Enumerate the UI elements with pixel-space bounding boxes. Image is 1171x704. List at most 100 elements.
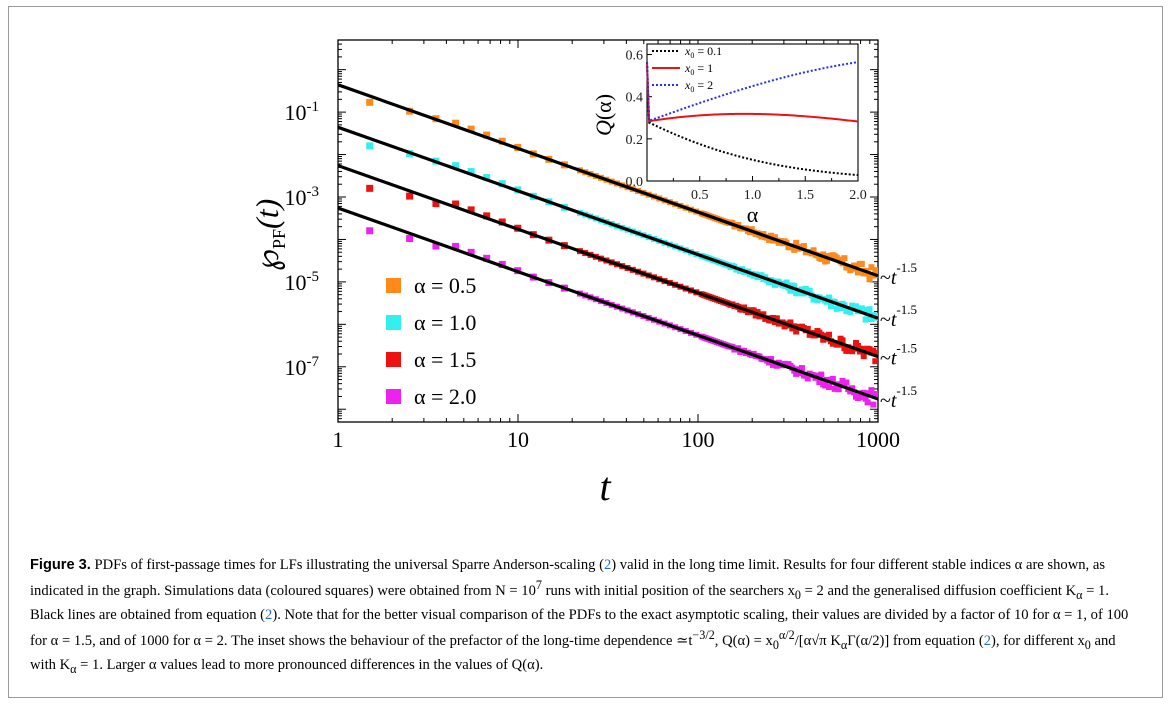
data-point <box>872 267 878 274</box>
data-point <box>452 242 460 250</box>
figure-caption: Figure 3. PDFs of first-passage times fo… <box>30 555 1130 678</box>
data-point <box>862 316 869 323</box>
caption-text: runs with initial position of the search… <box>541 582 795 599</box>
data-point <box>366 184 374 192</box>
caption-text: α <box>840 637 848 652</box>
data-point <box>868 387 875 394</box>
data-point <box>800 243 807 250</box>
data-point <box>820 336 827 343</box>
data-point <box>874 391 878 398</box>
data-point <box>806 287 813 294</box>
data-point <box>854 269 861 276</box>
data-point <box>802 285 809 292</box>
inset-y-axis-label: Q(α) <box>591 94 616 136</box>
x-tick-label: 100 <box>682 427 715 452</box>
data-point <box>868 264 875 271</box>
data-point <box>783 279 790 286</box>
data-point <box>825 383 832 390</box>
data-point <box>791 283 798 290</box>
data-point <box>866 346 873 353</box>
data-point <box>483 254 491 262</box>
data-point <box>804 325 811 332</box>
legend-marker <box>386 389 401 404</box>
x-tick-label: 1 <box>333 427 344 452</box>
series-3 <box>338 164 878 365</box>
data-point <box>798 286 805 293</box>
data-point <box>853 262 860 269</box>
legend-marker <box>386 315 401 330</box>
equation-link[interactable]: 2 <box>983 632 991 649</box>
series-4 <box>338 206 878 408</box>
figure-label: Figure 3. <box>30 557 91 573</box>
main-plot-frame <box>337 39 879 423</box>
legend-label: α = 1.5 <box>414 347 476 372</box>
data-point <box>804 375 811 382</box>
caption-text: = 1. Black lines are obtained from equat… <box>30 582 1110 623</box>
data-point <box>483 174 491 182</box>
caption-text: Γ(α/2)] from equation ( <box>847 632 984 649</box>
fit-line <box>338 164 878 359</box>
inset-x-tick-label: 1.0 <box>744 188 762 203</box>
data-point <box>366 98 374 106</box>
data-point <box>818 331 825 338</box>
data-point <box>771 319 778 326</box>
data-point <box>872 358 878 365</box>
equation-link[interactable]: 2 <box>603 557 612 573</box>
equation-link[interactable]: 2 <box>265 606 273 623</box>
y-tick-label: 10-7 <box>285 354 320 380</box>
inset-x-axis-label: α <box>747 202 759 227</box>
data-point <box>771 234 778 241</box>
data-point <box>860 353 867 360</box>
inset-curve-2 <box>646 62 859 123</box>
inset-legend-label: x0 = 2 <box>684 78 713 94</box>
series-1 <box>338 83 878 283</box>
data-point <box>825 331 832 338</box>
data-point <box>467 168 475 176</box>
data-point <box>860 306 867 313</box>
x-tick-label: 1000 <box>856 427 900 452</box>
data-point <box>870 347 877 354</box>
inset-y-tick-label: 0.2 <box>626 133 644 148</box>
y-axis-label: ℘PF(t) <box>249 199 289 272</box>
x-tick-label: 10 <box>507 427 529 452</box>
figure-frame <box>8 6 1163 698</box>
data-point <box>793 290 800 297</box>
data-point <box>773 362 780 369</box>
data-point <box>793 239 800 246</box>
caption-text: = 1. Larger α values lead to more pronou… <box>76 656 544 673</box>
caption-text: ) valid in the long time limit. Results … <box>30 557 1105 599</box>
data-point <box>771 281 778 288</box>
data-point <box>831 385 838 392</box>
data-point <box>866 276 873 283</box>
data-point <box>432 200 440 208</box>
data-point <box>797 290 804 297</box>
data-point <box>768 356 775 363</box>
data-point <box>822 382 829 389</box>
inset-x-tick-label: 0.5 <box>691 188 709 203</box>
legend-marker <box>386 352 401 367</box>
inset-curve-3 <box>646 61 859 123</box>
inset-plot: 0.5 1.0 1.5 2.00.00.20.40.6αQ(α)x0 = 0.1x0 … <box>591 43 867 227</box>
data-point <box>827 303 834 310</box>
data-point <box>452 162 460 170</box>
data-point <box>853 303 860 310</box>
data-point <box>853 339 860 346</box>
data-point <box>835 386 842 393</box>
main-legend: α = 0.5 α = 1.0 α = 1.5 α = 2.0 <box>386 273 476 409</box>
scaling-annotation: ~t-1.5 <box>880 383 917 412</box>
inset-frame <box>646 43 859 182</box>
data-point <box>798 365 805 372</box>
data-point <box>814 372 821 379</box>
data-point <box>773 315 780 322</box>
data-point <box>483 131 491 139</box>
data-point <box>866 390 873 397</box>
data-point <box>874 350 878 357</box>
data-point <box>854 342 861 349</box>
data-point <box>864 399 871 406</box>
y-tick-label: 10-1 <box>285 99 320 125</box>
data-point <box>366 227 374 235</box>
caption-text: α <box>1076 587 1083 602</box>
data-point <box>766 237 773 244</box>
caption-text: α/2 <box>778 627 795 642</box>
caption-text: ), for different x <box>991 632 1085 649</box>
